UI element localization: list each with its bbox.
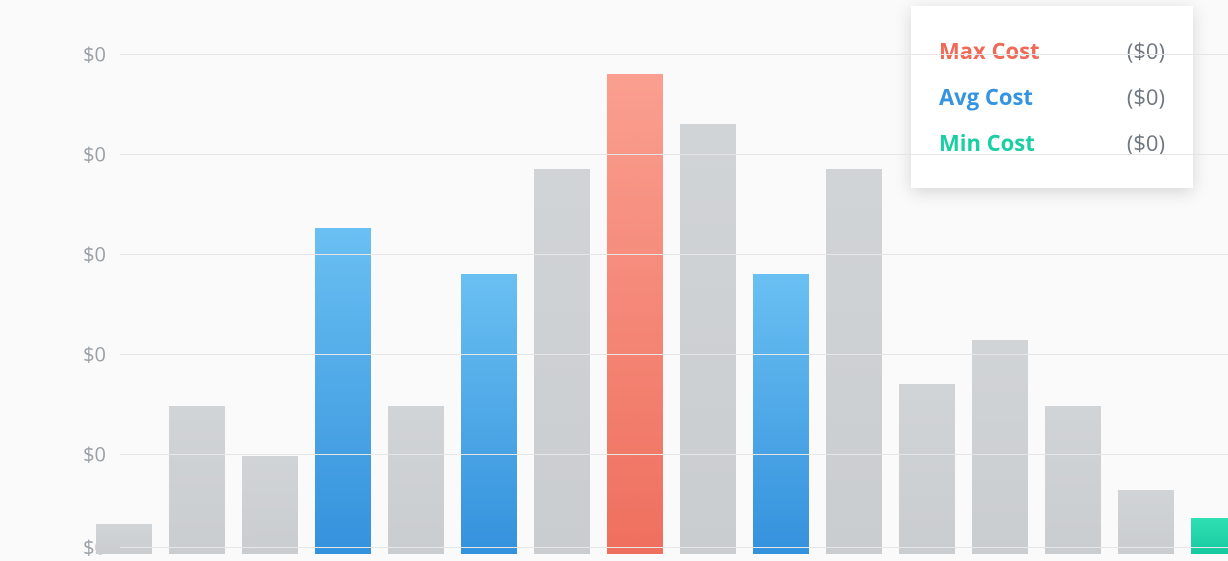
bar[interactable] [388, 406, 444, 554]
bar[interactable] [680, 124, 736, 554]
y-tick-label: $0 [83, 141, 106, 168]
y-axis: $0$0$0$0$0$0 [0, 0, 120, 554]
bar[interactable] [242, 456, 298, 554]
gridline [120, 454, 1228, 455]
legend-item: Avg Cost ($0) [939, 74, 1165, 120]
legend-value: ($0) [1127, 82, 1165, 112]
bar[interactable] [1045, 406, 1101, 554]
gridline [120, 254, 1228, 255]
bar[interactable] [169, 406, 225, 554]
bar[interactable] [534, 169, 590, 554]
y-tick-label: $0 [83, 241, 106, 268]
gridline [120, 547, 1228, 548]
y-tick-label: $0 [83, 441, 106, 468]
chart-legend: Max Cost ($0) Avg Cost ($0) Min Cost($0) [911, 6, 1193, 188]
bar[interactable] [972, 340, 1028, 554]
bar[interactable] [96, 524, 152, 554]
y-tick-label: $0 [83, 41, 106, 68]
bar[interactable] [899, 384, 955, 554]
legend-item: Max Cost ($0) [939, 28, 1165, 74]
bar[interactable] [461, 274, 517, 554]
gridline [120, 154, 1228, 155]
legend-label: Avg Cost [939, 82, 1033, 112]
cost-bar-chart: $0$0$0$0$0$0 Max Cost($0)Avg Cost($0)Min… [0, 0, 1228, 554]
legend-label: Max Cost [939, 36, 1040, 66]
gridline [120, 54, 1228, 55]
bar[interactable] [1191, 518, 1228, 554]
bar[interactable] [315, 228, 371, 554]
legend-item: Min Cost($0) [939, 120, 1165, 166]
bar[interactable] [1118, 490, 1174, 554]
bar[interactable] [753, 274, 809, 554]
bar[interactable] [826, 169, 882, 554]
legend-value: ($0) [1127, 36, 1165, 66]
bar[interactable] [607, 74, 663, 554]
y-tick-label: $0 [83, 341, 106, 368]
gridline [120, 354, 1228, 355]
